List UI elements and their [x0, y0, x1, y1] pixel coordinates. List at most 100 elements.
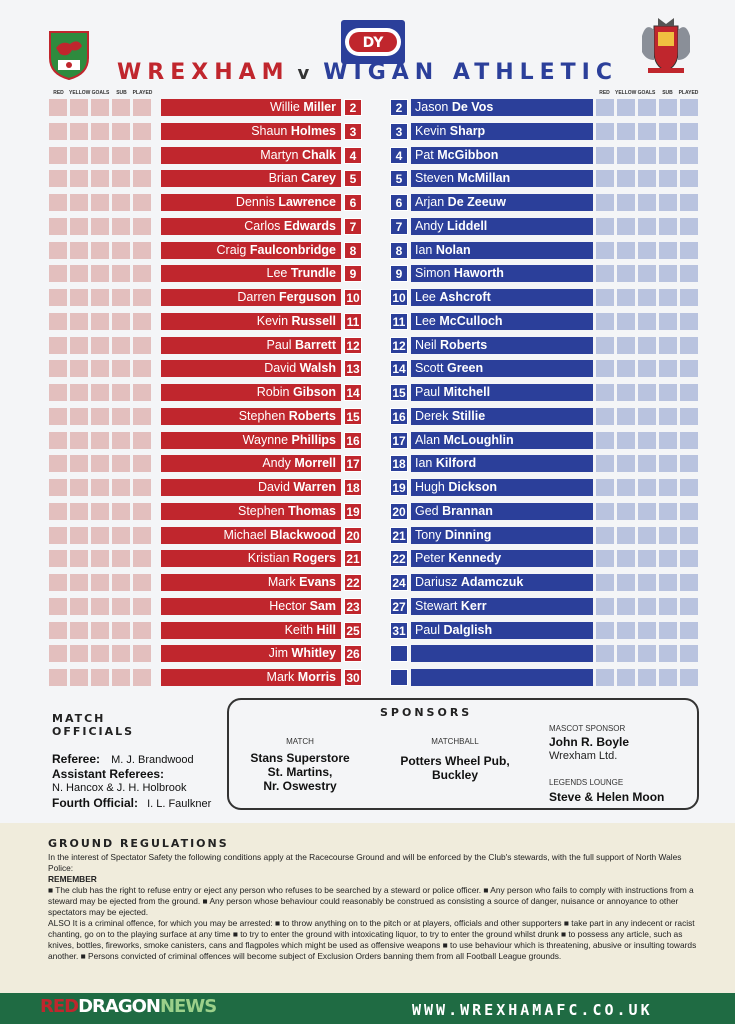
away-stat-box[interactable]	[638, 170, 656, 188]
away-stat-box[interactable]	[638, 526, 656, 544]
home-stat-box[interactable]	[49, 597, 67, 615]
away-stat-box[interactable]	[659, 645, 677, 663]
home-stat-box[interactable]	[70, 241, 88, 259]
home-stat-box[interactable]	[49, 455, 67, 473]
home-stat-box[interactable]	[133, 217, 151, 235]
home-stat-box[interactable]	[133, 146, 151, 164]
away-stat-box[interactable]	[617, 479, 635, 496]
home-stat-box[interactable]	[112, 407, 130, 425]
away-stat-box[interactable]	[659, 479, 677, 496]
home-stat-box[interactable]	[133, 289, 151, 306]
away-stat-box[interactable]	[638, 384, 656, 401]
home-stat-box[interactable]	[112, 526, 130, 544]
away-stat-box[interactable]	[617, 312, 635, 330]
away-stat-box[interactable]	[680, 502, 698, 520]
away-stat-box[interactable]	[617, 645, 635, 663]
away-stat-box[interactable]	[617, 217, 635, 235]
away-stat-box[interactable]	[638, 265, 656, 283]
home-stat-box[interactable]	[49, 146, 67, 164]
away-stat-box[interactable]	[659, 550, 677, 568]
away-stat-box[interactable]	[659, 574, 677, 591]
away-stat-box[interactable]	[680, 312, 698, 330]
home-stat-box[interactable]	[112, 360, 130, 378]
away-stat-box[interactable]	[638, 502, 656, 520]
away-stat-box[interactable]	[638, 194, 656, 211]
away-stat-box[interactable]	[659, 502, 677, 520]
home-stat-box[interactable]	[133, 122, 151, 140]
away-stat-box[interactable]	[638, 312, 656, 330]
away-stat-box[interactable]	[596, 455, 614, 473]
away-stat-box[interactable]	[659, 384, 677, 401]
home-stat-box[interactable]	[91, 384, 109, 401]
away-stat-box[interactable]	[617, 407, 635, 425]
home-stat-box[interactable]	[91, 479, 109, 496]
home-stat-box[interactable]	[49, 265, 67, 283]
away-stat-box[interactable]	[596, 574, 614, 591]
home-stat-box[interactable]	[112, 336, 130, 354]
away-stat-box[interactable]	[617, 241, 635, 259]
away-stat-box[interactable]	[680, 170, 698, 188]
away-stat-box[interactable]	[680, 289, 698, 306]
home-stat-box[interactable]	[91, 597, 109, 615]
home-stat-box[interactable]	[49, 289, 67, 306]
away-stat-box[interactable]	[659, 99, 677, 116]
away-stat-box[interactable]	[659, 217, 677, 235]
away-stat-box[interactable]	[638, 431, 656, 449]
away-stat-box[interactable]	[680, 621, 698, 639]
home-stat-box[interactable]	[133, 574, 151, 591]
home-stat-box[interactable]	[70, 217, 88, 235]
home-stat-box[interactable]	[70, 289, 88, 306]
away-stat-box[interactable]	[617, 384, 635, 401]
away-stat-box[interactable]	[596, 502, 614, 520]
home-stat-box[interactable]	[70, 669, 88, 686]
away-stat-box[interactable]	[617, 621, 635, 639]
away-stat-box[interactable]	[680, 479, 698, 496]
away-stat-box[interactable]	[638, 217, 656, 235]
away-stat-box[interactable]	[596, 407, 614, 425]
home-stat-box[interactable]	[70, 574, 88, 591]
away-stat-box[interactable]	[596, 265, 614, 283]
away-stat-box[interactable]	[680, 217, 698, 235]
home-stat-box[interactable]	[112, 217, 130, 235]
away-stat-box[interactable]	[617, 550, 635, 568]
away-stat-box[interactable]	[680, 384, 698, 401]
away-stat-box[interactable]	[617, 336, 635, 354]
home-stat-box[interactable]	[112, 645, 130, 663]
away-stat-box[interactable]	[617, 669, 635, 686]
away-stat-box[interactable]	[680, 99, 698, 116]
home-stat-box[interactable]	[49, 99, 67, 116]
away-stat-box[interactable]	[659, 241, 677, 259]
away-stat-box[interactable]	[659, 360, 677, 378]
home-stat-box[interactable]	[133, 360, 151, 378]
home-stat-box[interactable]	[49, 360, 67, 378]
home-stat-box[interactable]	[133, 431, 151, 449]
away-stat-box[interactable]	[638, 455, 656, 473]
home-stat-box[interactable]	[91, 146, 109, 164]
away-stat-box[interactable]	[638, 574, 656, 591]
away-stat-box[interactable]	[680, 146, 698, 164]
home-stat-box[interactable]	[133, 384, 151, 401]
away-stat-box[interactable]	[659, 336, 677, 354]
home-stat-box[interactable]	[70, 360, 88, 378]
home-stat-box[interactable]	[70, 479, 88, 496]
away-stat-box[interactable]	[596, 526, 614, 544]
away-stat-box[interactable]	[680, 669, 698, 686]
home-stat-box[interactable]	[112, 384, 130, 401]
away-stat-box[interactable]	[680, 241, 698, 259]
away-stat-box[interactable]	[659, 289, 677, 306]
away-stat-box[interactable]	[596, 122, 614, 140]
home-stat-box[interactable]	[70, 146, 88, 164]
away-stat-box[interactable]	[638, 146, 656, 164]
away-stat-box[interactable]	[617, 574, 635, 591]
home-stat-box[interactable]	[112, 502, 130, 520]
away-stat-box[interactable]	[680, 574, 698, 591]
home-stat-box[interactable]	[49, 550, 67, 568]
away-stat-box[interactable]	[659, 194, 677, 211]
away-stat-box[interactable]	[596, 194, 614, 211]
away-stat-box[interactable]	[680, 407, 698, 425]
away-stat-box[interactable]	[596, 336, 614, 354]
home-stat-box[interactable]	[112, 621, 130, 639]
home-stat-box[interactable]	[133, 265, 151, 283]
home-stat-box[interactable]	[70, 170, 88, 188]
away-stat-box[interactable]	[659, 265, 677, 283]
